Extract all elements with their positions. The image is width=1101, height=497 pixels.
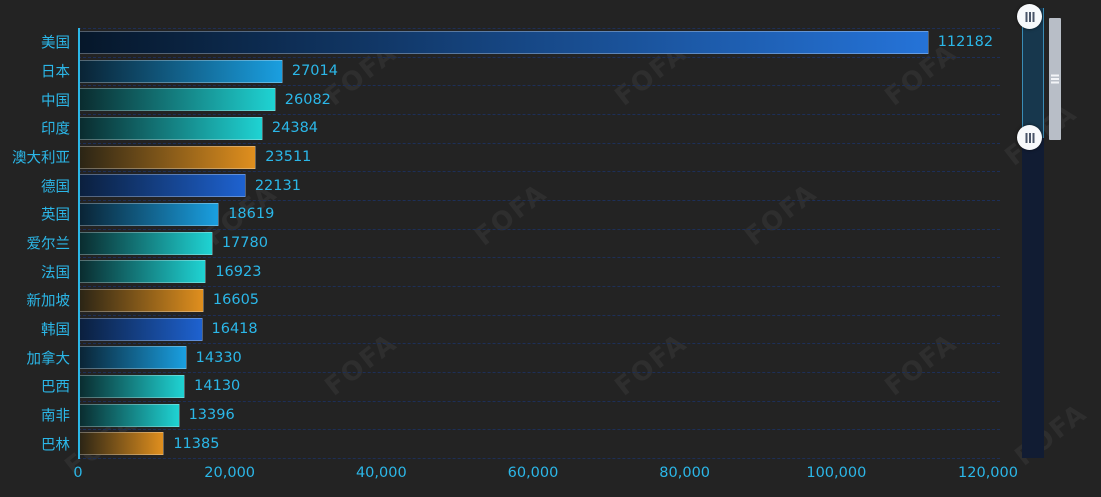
bar-row[interactable]: 17780: [78, 231, 988, 255]
bar-value-label: 23511: [265, 149, 312, 165]
data-zoom-handle-end[interactable]: [1017, 125, 1042, 150]
bar-row[interactable]: 24384: [78, 116, 988, 140]
grip-icon: [1051, 74, 1059, 84]
bar-value-label: 26082: [284, 91, 331, 108]
grid-line: [78, 200, 1000, 201]
bar-value-label: 11385: [173, 435, 220, 452]
bar-value-label: 27014: [291, 63, 338, 79]
x-axis-tick-label: 0: [73, 465, 83, 481]
bar-value-label: 18619: [228, 206, 275, 223]
grid-line: [78, 429, 1000, 431]
x-axis-tick-label: 100,000: [806, 465, 867, 481]
grid-line: [78, 314, 1000, 316]
bar-row[interactable]: 27014: [78, 59, 988, 83]
bar[interactable]: [78, 231, 213, 255]
grid-line: [78, 228, 1000, 230]
bar-value-label: 16418: [211, 321, 258, 337]
grid-line: [78, 286, 1000, 287]
bar-row[interactable]: 26082: [78, 88, 988, 112]
y-axis-label[interactable]: 日本: [41, 64, 70, 81]
bar-row[interactable]: 13396: [78, 403, 988, 427]
bar-row[interactable]: 16418: [78, 317, 988, 341]
bar[interactable]: [78, 260, 207, 284]
bar-value-label: 112182: [937, 34, 994, 51]
y-axis-category-labels: 美国日本中国印度澳大利亚德国英国爱尔兰法国新加坡韩国加拿大巴西南非巴林: [0, 0, 70, 497]
x-axis: 0 20,000 40,000 60,000 80,000 100,000 120,000: [73, 459, 1018, 495]
grid-line: [78, 28, 1000, 29]
bar-row[interactable]: 14330: [78, 346, 988, 370]
bar[interactable]: [78, 374, 186, 398]
grip-icon: [1025, 132, 1034, 143]
bar[interactable]: [78, 59, 283, 83]
grid-line: [78, 142, 1000, 144]
y-axis-label[interactable]: 巴林: [41, 437, 70, 454]
bar[interactable]: [78, 403, 180, 427]
grid-line: [78, 85, 1000, 87]
scrollbar-thumb[interactable]: [1049, 18, 1061, 140]
plot-area: 112182 27014 26082 24384 23511 22131 18619 1778…: [78, 28, 1000, 459]
bar-row[interactable]: 22131: [78, 174, 988, 198]
bar-value-label: 17780: [221, 235, 268, 251]
grid-line: [78, 343, 1000, 345]
bar[interactable]: [78, 432, 165, 456]
bar-value-label: 14130: [194, 378, 241, 395]
y-axis-label[interactable]: 法国: [41, 265, 70, 282]
data-zoom-slider[interactable]: [1016, 4, 1061, 458]
y-axis-label[interactable]: 澳大利亚: [12, 150, 70, 167]
bar-value-label: 24384: [271, 120, 319, 137]
bar[interactable]: [78, 317, 203, 341]
grip-icon: [1025, 11, 1034, 22]
bar[interactable]: [78, 174, 246, 198]
bar[interactable]: [78, 288, 204, 312]
bar-row[interactable]: 23511: [78, 145, 988, 169]
bar-row[interactable]: 11385: [78, 432, 988, 456]
data-zoom-selected-range[interactable]: [1022, 8, 1044, 138]
grid-line: [78, 458, 1000, 459]
y-axis-label[interactable]: 南非: [41, 408, 70, 425]
grid-line: [78, 372, 1000, 373]
y-axis-label[interactable]: 印度: [41, 121, 70, 138]
bar[interactable]: [78, 30, 929, 54]
y-axis-label[interactable]: 韩国: [41, 322, 70, 339]
grid-line: [78, 400, 1000, 402]
grid-line: [78, 171, 1000, 173]
y-axis-label[interactable]: 新加坡: [26, 293, 71, 310]
y-axis-label[interactable]: 中国: [41, 93, 70, 110]
y-axis-label[interactable]: 英国: [41, 207, 70, 224]
bar-value-label: 14330: [195, 349, 242, 366]
y-axis-label[interactable]: 美国: [41, 35, 70, 52]
data-zoom-handle-start[interactable]: [1017, 4, 1042, 29]
x-axis-tick-label: 120,000: [958, 465, 1018, 481]
y-axis-line: [78, 28, 80, 459]
bar-value-label: 16923: [215, 263, 262, 280]
y-axis-label[interactable]: 巴西: [41, 379, 70, 396]
bar-row[interactable]: 112182: [78, 30, 993, 54]
bar-value-label: 22131: [254, 177, 301, 194]
x-axis-tick-label: 80,000: [659, 465, 711, 481]
x-axis-tick-label: 40,000: [355, 465, 407, 481]
bar-row[interactable]: 16605: [78, 288, 988, 312]
bar-row[interactable]: 18619: [78, 202, 988, 226]
x-axis-tick-label: 20,000: [204, 465, 256, 481]
bar[interactable]: [78, 145, 257, 169]
bar-value-label: 16605: [212, 292, 260, 309]
grid-line: [78, 114, 1000, 115]
y-axis-label[interactable]: 爱尔兰: [26, 236, 71, 253]
bar[interactable]: [78, 116, 263, 140]
grid-line: [78, 56, 1000, 58]
bar-row[interactable]: 16923: [78, 260, 988, 284]
y-axis-label[interactable]: 加拿大: [26, 351, 71, 368]
bar[interactable]: [78, 88, 276, 112]
y-axis-label[interactable]: 德国: [41, 179, 70, 196]
bar-row[interactable]: 14130: [78, 374, 988, 398]
grid-line: [78, 257, 1000, 259]
bar-value-label: 13396: [188, 407, 235, 423]
bar[interactable]: [78, 346, 187, 370]
bar[interactable]: [78, 202, 220, 226]
x-axis-tick-label: 60,000: [507, 465, 559, 481]
